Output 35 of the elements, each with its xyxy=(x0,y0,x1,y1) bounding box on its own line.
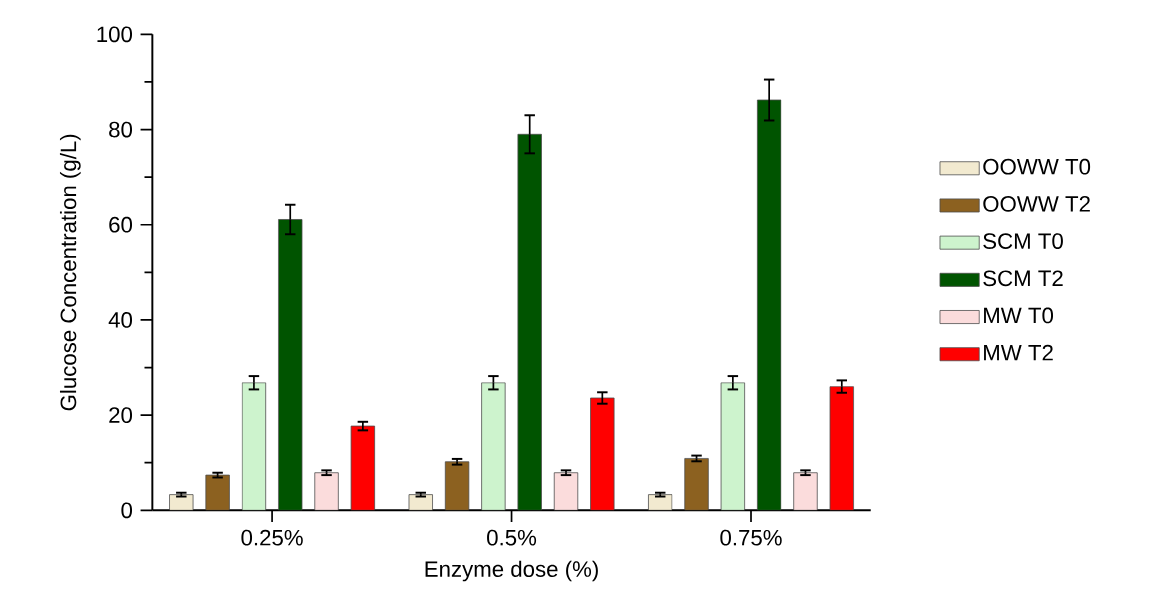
bar xyxy=(590,397,615,511)
bar xyxy=(350,425,376,511)
bar xyxy=(720,382,746,511)
bar xyxy=(481,382,506,511)
y-tick-label: 80 xyxy=(109,121,133,138)
bar xyxy=(278,218,303,511)
bar xyxy=(517,133,542,511)
bar xyxy=(444,461,470,511)
legend-label: SCM T0 xyxy=(983,233,1063,249)
legend-label: OOWW T0 xyxy=(983,158,1091,175)
y-tick-label: 40 xyxy=(108,311,133,328)
legend-label: SCM T2 xyxy=(983,270,1063,286)
y-tick-label: 20 xyxy=(109,407,133,423)
bar xyxy=(408,494,433,511)
bar xyxy=(205,474,230,511)
bar xyxy=(756,99,782,511)
bar xyxy=(684,457,709,511)
bar xyxy=(793,472,818,511)
bar xyxy=(241,382,267,511)
bar xyxy=(169,494,194,511)
y-tick-label: 0 xyxy=(121,502,133,519)
legend-label: MW T0 xyxy=(984,307,1054,324)
y-tick-label: 60 xyxy=(109,216,133,233)
x-tick-label: 0.25% xyxy=(241,529,303,546)
x-tick-label: 0.5% xyxy=(487,529,537,546)
x-axis-title: Enzyme dose (%) xyxy=(425,560,598,582)
y-tick-label: 100 xyxy=(97,26,133,43)
x-tick-label: 0.75% xyxy=(720,529,782,546)
bar xyxy=(829,385,854,511)
legend-label: MW T2 xyxy=(984,344,1053,361)
legend-label: OOWW T2 xyxy=(983,195,1090,212)
bar xyxy=(314,472,339,511)
bar xyxy=(553,472,579,511)
bar xyxy=(648,494,673,511)
y-axis-title: Glucose Concentration (g/L) xyxy=(59,134,81,411)
